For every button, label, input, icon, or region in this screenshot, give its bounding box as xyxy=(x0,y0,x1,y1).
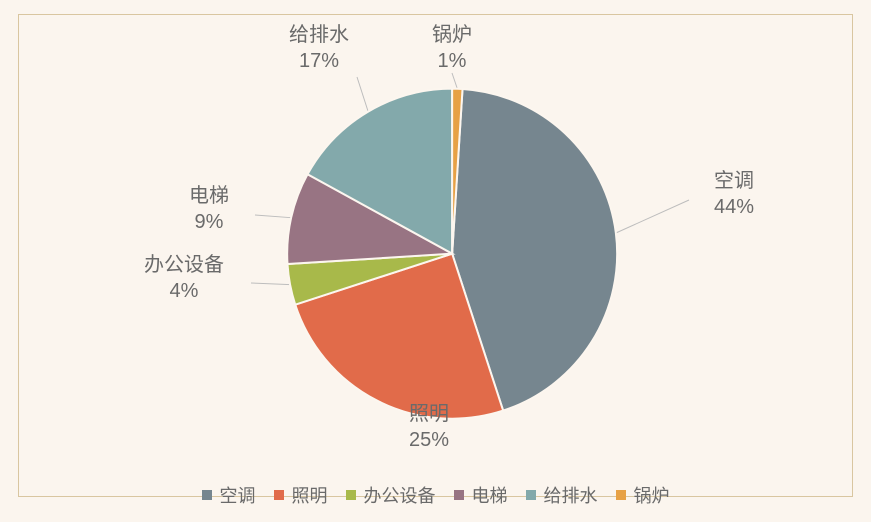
leader-line xyxy=(616,200,689,233)
slice-label-pct: 44% xyxy=(714,196,754,218)
legend-label: 给排水 xyxy=(544,482,598,508)
legend-item: 照明 xyxy=(274,482,328,508)
leader-line xyxy=(255,215,291,218)
legend-swatch xyxy=(526,490,536,500)
leader-line xyxy=(452,73,457,89)
pie-slices xyxy=(287,89,617,419)
legend-swatch xyxy=(274,490,284,500)
legend-swatch xyxy=(346,490,356,500)
pie-svg: 空调 44% 照明 25% 办公设备 4% 电梯 9% 给排水 17% 锅炉 1% xyxy=(19,15,852,474)
slice-label-name: 给排水 xyxy=(289,23,349,46)
legend: 空调 照明 办公设备 电梯 给排水 锅炉 xyxy=(19,474,852,522)
legend-swatch xyxy=(616,490,626,500)
legend-label: 照明 xyxy=(292,482,328,508)
legend-item: 办公设备 xyxy=(346,482,436,508)
legend-label: 空调 xyxy=(220,482,256,508)
chart-frame: 空调 44% 照明 25% 办公设备 4% 电梯 9% 给排水 17% 锅炉 1% 空调照明 办公设备 电… xyxy=(18,14,853,497)
pie-plot-area: 空调 44% 照明 25% 办公设备 4% 电梯 9% 给排水 17% 锅炉 1% xyxy=(19,15,852,474)
legend-item: 空调 xyxy=(202,482,256,508)
legend-item: 锅炉 xyxy=(616,482,670,508)
slice-label-pct: 9% xyxy=(195,211,224,233)
slice-label-name: 照明 xyxy=(409,403,449,425)
leader-line xyxy=(357,77,368,112)
slice-label-pct: 25% xyxy=(409,429,449,451)
legend-label: 办公设备 xyxy=(364,482,436,508)
slice-label-pct: 4% xyxy=(170,280,199,302)
legend-label: 电梯 xyxy=(472,482,508,508)
legend-swatch xyxy=(454,490,464,500)
slice-label-pct: 1% xyxy=(438,50,467,72)
legend-label: 锅炉 xyxy=(634,482,670,508)
slice-label-name: 办公设备 xyxy=(144,253,224,276)
legend-item: 给排水 xyxy=(526,482,598,508)
slice-label-name: 空调 xyxy=(714,169,754,192)
slice-label-name: 电梯 xyxy=(189,184,229,207)
legend-swatch xyxy=(202,490,212,500)
chart-outer: 空调44%照明25%办公设备4%电梯9%给排水17%锅炉1% 空调照明办公设备电… xyxy=(0,0,871,511)
slice-label-name: 锅炉 xyxy=(432,23,472,46)
leader-line xyxy=(251,283,290,285)
legend-item: 电梯 xyxy=(454,482,508,508)
slice-label-pct: 17% xyxy=(299,50,339,72)
